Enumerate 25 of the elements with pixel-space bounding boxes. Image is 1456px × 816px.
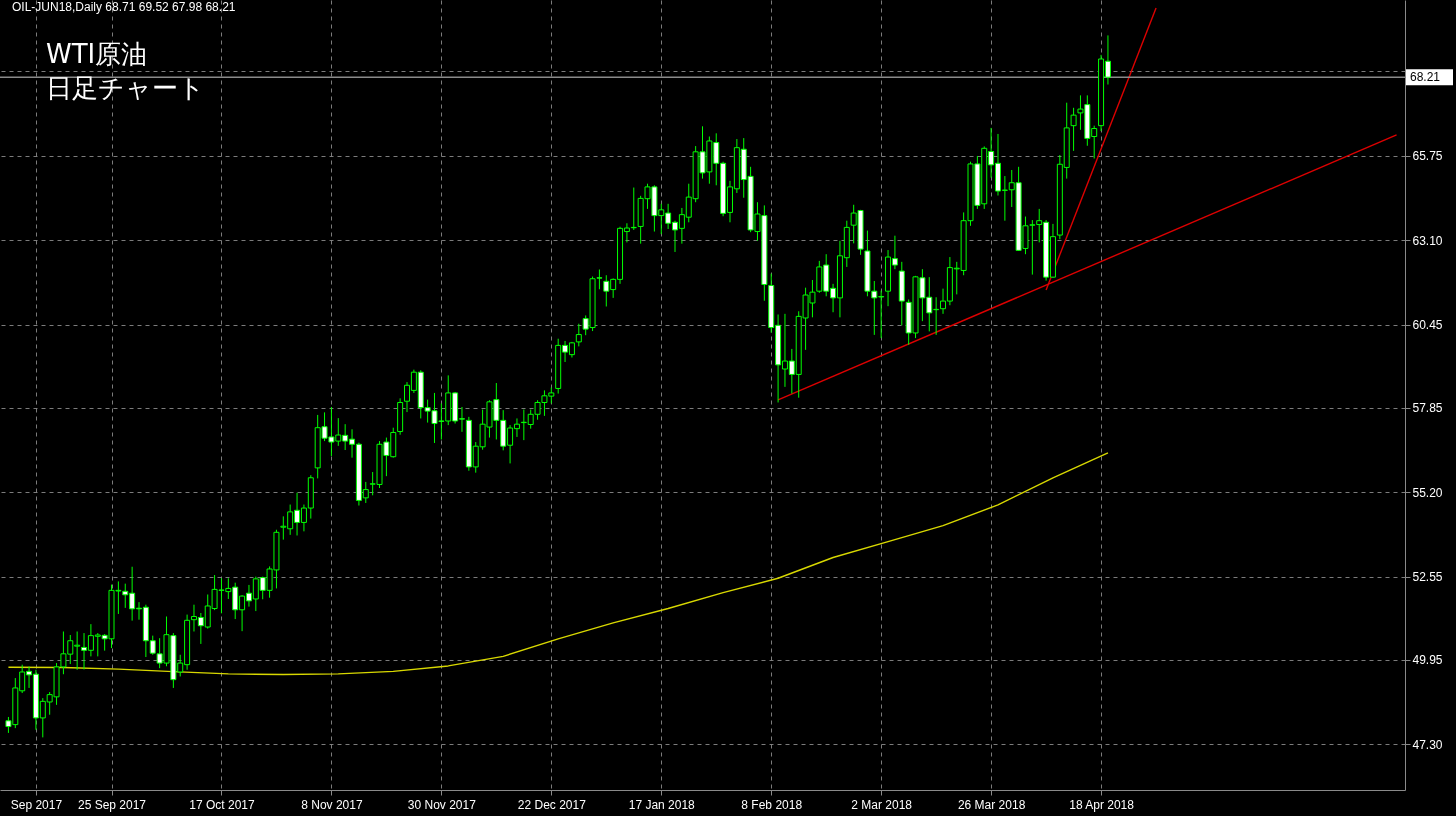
- y-tick-label: 63.10: [1412, 233, 1443, 248]
- y-tick-label: 52.55: [1412, 570, 1443, 585]
- text: 日足チャート: [46, 73, 205, 103]
- x-tick-label: 8 Nov 2017: [301, 797, 363, 812]
- y-tick-label: 49.95: [1412, 653, 1443, 668]
- x-tick-label: 26 Mar 2018: [957, 797, 1026, 812]
- x-tick-label: 25 Sep 2017: [77, 797, 147, 812]
- text: WTI原油: [46, 39, 148, 69]
- y-tick-label: 55.20: [1412, 485, 1443, 500]
- y-tick-label: 47.30: [1412, 737, 1443, 752]
- x-tick-label: 17 Oct 2017: [189, 797, 255, 812]
- x-tick-label: 18 Apr 2018: [1069, 797, 1135, 812]
- x-tick-label: 17 Jan 2018: [628, 797, 696, 812]
- line-series: [7, 452, 1109, 676]
- ref-line-label: 68.21: [1410, 70, 1441, 85]
- x-tick-label: 22 Dec 2017: [517, 797, 587, 812]
- y-tick-label: 60.45: [1412, 318, 1443, 333]
- x-tick-label: 30 Nov 2017: [407, 797, 477, 812]
- candlestick: [1070, 107, 1077, 152]
- x-tick-label: 8 Feb 2018: [741, 797, 803, 812]
- y-tick-label: 65.75: [1412, 149, 1443, 164]
- annotation: OIL-JUN18,Daily 68.71 69.52 67.98 68.21: [12, 0, 236, 14]
- y-tick-label: 57.85: [1412, 401, 1443, 416]
- x-tick-label: Sep 2017: [10, 797, 63, 812]
- x-tick-label: 2 Mar 2018: [851, 797, 913, 812]
